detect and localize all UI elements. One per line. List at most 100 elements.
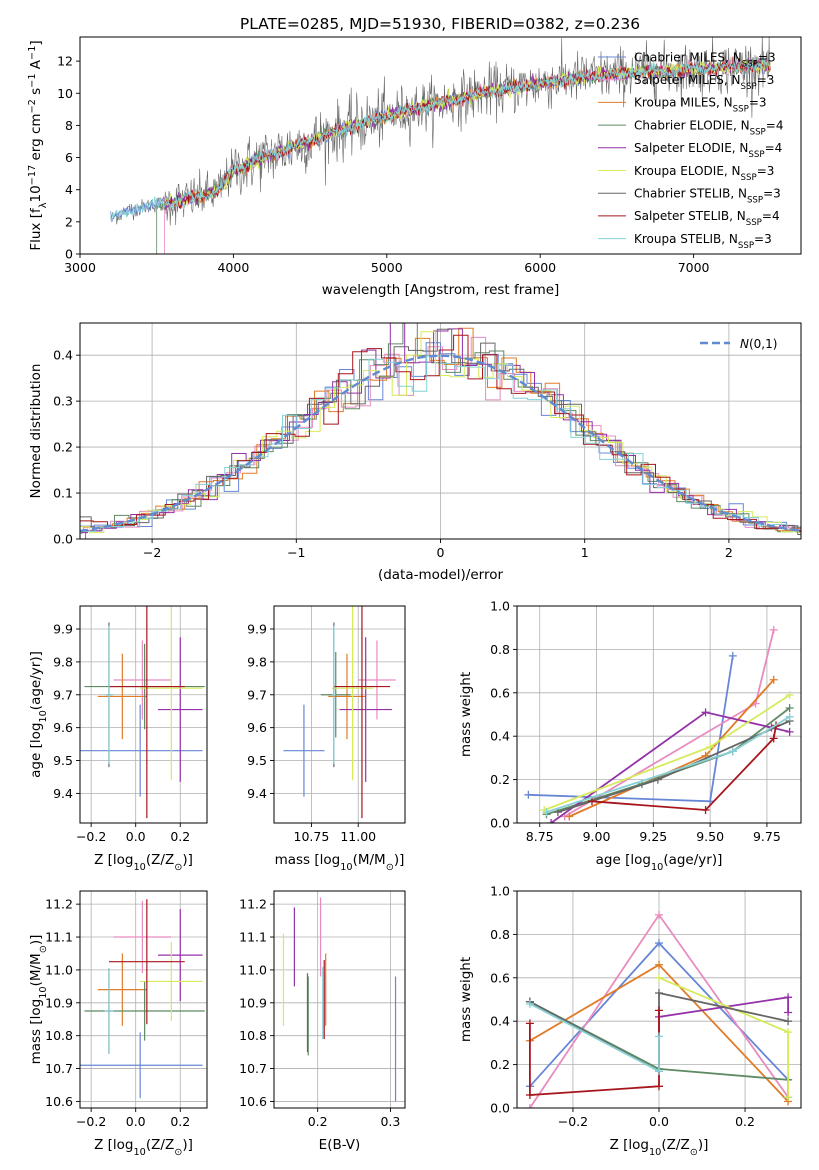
x-tick-label: 1: [581, 545, 589, 560]
mass_vs_ebv-frame: [273, 890, 406, 1109]
weight-marker: [706, 743, 715, 752]
weight-line: [564, 629, 775, 818]
x-tick-label: 7000: [678, 260, 710, 275]
y-tick-label: 10.7: [45, 1061, 73, 1076]
x-tick-label: 5000: [371, 260, 403, 275]
errorbar-point: [97, 953, 147, 1026]
y-tick-label: 1.0: [490, 599, 510, 614]
panels: 3000 4000 5000 6000 7000024681012wavelength …: [27, 36, 802, 1158]
x-tick-label: 9.75: [753, 829, 781, 844]
y-tick-label: 0.2: [490, 1057, 510, 1072]
x-axis-label: Z [log10(Z/Z⊙)]: [94, 852, 193, 873]
x-tick-label: 0.2: [735, 1114, 755, 1129]
x-tick-label: 10.75: [294, 829, 330, 844]
spectrum-axes: 3000 4000 5000 6000 7000 0 2 4 6 8 10 12 wavelength …: [27, 36, 802, 298]
y-axis-label: mass weight: [458, 957, 474, 1042]
y-tick-label: 10.6: [239, 1094, 267, 1109]
weight-marker: [784, 1093, 793, 1102]
y-tick-label: 4: [65, 182, 73, 197]
weight-marker: [728, 651, 737, 660]
weight-marker: [655, 988, 663, 997]
y-tick-label: 9.5: [247, 753, 267, 768]
legend-entry: Kroupa STELIB, NSSP=3: [634, 232, 772, 251]
spectrum-plot-area: [110, 37, 771, 254]
mass_vs_z-axes: −0.2 0.0 0.2 10.6 10.7 10.8 10.9 11.0 11.1 11.2 Z …: [28, 890, 208, 1158]
weight-marker: [655, 910, 663, 919]
errorbar-point: [333, 606, 391, 819]
y-tick-label: 9.4: [53, 786, 73, 801]
errorbar-point: [80, 1032, 203, 1099]
age_vs_mass-axes: 10.75 11.00 9.4 9.5 9.6 9.7 9.8 9.9 mass [log10(…: [247, 605, 406, 873]
weight-marker: [785, 727, 794, 736]
weight-marker: [785, 690, 794, 699]
y-tick-label: 0.0: [53, 532, 73, 547]
y-tick-label: 0.2: [53, 440, 73, 455]
weight-marker: [655, 1006, 663, 1015]
errorbar-point: [157, 909, 203, 1002]
legend-entry: Chabrier MILES, NSSP=3: [634, 50, 776, 69]
errorbar-point: [140, 606, 203, 781]
weight-marker: [655, 1067, 663, 1076]
y-tick-label: 11.2: [239, 897, 267, 912]
y-axis-label: age [log10(age/yr)]: [28, 651, 49, 778]
weight_vs_z-plot-area: [525, 910, 793, 1108]
errorbar-point: [157, 637, 203, 782]
x-tick-label: −1: [287, 545, 305, 560]
residuals-plot-area: [80, 323, 801, 539]
y-tick-label: 12: [57, 54, 73, 69]
y-tick-label: 0.8: [490, 642, 510, 657]
y-tick-label: 11.1: [239, 930, 267, 945]
x-tick-label: −0.2: [558, 1114, 588, 1129]
x-tick-label: 0.0: [126, 1114, 146, 1129]
x-axis-label: Z [log10(Z/Z⊙)]: [94, 1137, 193, 1158]
y-tick-label: 0.4: [53, 348, 73, 363]
weight-marker: [525, 999, 534, 1008]
weight-marker: [701, 708, 710, 717]
errorbar-point: [332, 625, 336, 764]
x-tick-label: 0.2: [308, 1114, 328, 1129]
errorbar-point: [104, 625, 114, 764]
legend-entry: N(0,1): [740, 337, 777, 351]
y-tick-label: 9.7: [247, 687, 267, 702]
y-tick-label: 8: [65, 118, 73, 133]
y-axis-label: Flux [fλ10−17 erg cm−2 s−1 A−1]: [27, 40, 49, 250]
y-tick-label: 0.6: [490, 970, 510, 985]
x-axis-label: mass [log10(M/M⊙)]: [275, 852, 405, 873]
x-tick-label: 9.25: [639, 829, 667, 844]
x-tick-label: 9.50: [696, 829, 724, 844]
weight-marker: [653, 775, 662, 784]
errorbar-point: [113, 640, 172, 720]
age_vs_mass-plot-area: [283, 606, 396, 819]
x-tick-label: 6000: [524, 260, 556, 275]
legend-entry: Salpeter ELODIE, NSSP=4: [634, 141, 782, 160]
errorbar-point: [283, 704, 325, 797]
y-tick-label: 10.6: [45, 1094, 73, 1109]
weight-marker: [525, 1090, 534, 1099]
weight-marker: [769, 734, 778, 743]
weight-marker: [784, 1028, 793, 1037]
legend-entry: Chabrier STELIB, NSSP=3: [634, 187, 781, 206]
spectrum-legend: Chabrier MILES, NSSP=3 Salpeter MILES, NS…: [598, 50, 783, 251]
weight-marker: [565, 812, 574, 821]
y-tick-label: 0.4: [490, 729, 510, 744]
legend-entry: Chabrier ELODIE, NSSP=4: [634, 118, 783, 137]
weight-marker: [784, 993, 793, 1002]
weight-marker: [769, 675, 778, 684]
y-tick-label: 1.0: [490, 884, 510, 899]
normal-reference-curve: [80, 354, 801, 533]
y-tick-label: 0.0: [490, 816, 510, 831]
age_vs_z-frame: [79, 605, 208, 824]
weight-line: [546, 715, 791, 813]
x-tick-label: 0.3: [380, 1114, 400, 1129]
weight_vs_age-plot-area: [524, 625, 794, 823]
y-tick-label: 9.4: [247, 786, 267, 801]
age_vs_z-plot-area: [80, 606, 205, 819]
x-tick-label: 9.00: [583, 829, 611, 844]
errorbar-point: [97, 653, 147, 740]
errorbar-point: [332, 606, 374, 781]
y-tick-label: 0.3: [53, 394, 73, 409]
y-tick-label: 0.2: [490, 772, 510, 787]
y-tick-label: 9.5: [53, 753, 73, 768]
figure-title: PLATE=0285, MJD=51930, FIBERID=0382, z=0…: [240, 15, 640, 33]
legend-entry: Salpeter MILES, NSSP=3: [634, 73, 774, 92]
